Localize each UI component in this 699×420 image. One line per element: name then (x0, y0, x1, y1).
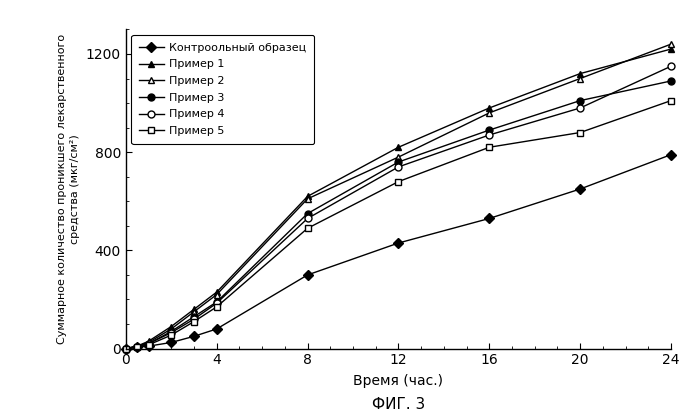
Пример 1 (133, 344, 141, 349)
Пример 5 (667, 98, 675, 103)
Пример 2 (576, 76, 584, 81)
Пример 4 (667, 64, 675, 69)
Пример 2 (122, 346, 130, 351)
Пример 4 (167, 330, 175, 335)
Пример 3 (667, 79, 675, 84)
Пример 5 (485, 145, 493, 150)
Контроольный образец (576, 186, 584, 192)
Line: Контроольный образец: Контроольный образец (122, 151, 675, 352)
Пример 5 (303, 226, 312, 231)
Пример 1 (303, 194, 312, 199)
Text: ФИГ. 3: ФИГ. 3 (372, 396, 425, 412)
Пример 4 (394, 164, 403, 169)
Пример 2 (485, 110, 493, 116)
Контроольный образец (167, 340, 175, 345)
Пример 5 (576, 130, 584, 135)
Line: Пример 2: Пример 2 (122, 41, 675, 352)
Y-axis label: Суммарное количество проникшего лекарственного
средства (мкг/см²): Суммарное количество проникшего лекарств… (57, 34, 80, 344)
Пример 3 (576, 98, 584, 103)
Контроольный образец (122, 346, 130, 351)
Пример 4 (485, 132, 493, 137)
Пример 3 (189, 314, 199, 319)
Line: Пример 5: Пример 5 (122, 97, 675, 352)
Пример 3 (485, 128, 493, 133)
Line: Пример 4: Пример 4 (122, 63, 675, 352)
Legend: Контроольный образец, Пример 1, Пример 2, Пример 3, Пример 4, Пример 5: Контроольный образец, Пример 1, Пример 2… (131, 35, 314, 144)
Пример 3 (212, 299, 221, 304)
Line: Пример 1: Пример 1 (122, 46, 675, 352)
Пример 2 (667, 42, 675, 47)
Пример 4 (133, 344, 141, 349)
Пример 3 (303, 211, 312, 216)
Пример 1 (576, 71, 584, 76)
Пример 1 (485, 105, 493, 110)
Пример 2 (394, 155, 403, 160)
Пример 4 (212, 301, 221, 306)
Пример 1 (667, 47, 675, 52)
Пример 3 (122, 346, 130, 351)
Line: Пример 3: Пример 3 (122, 78, 675, 352)
Пример 5 (189, 319, 199, 324)
Контроольный образец (303, 273, 312, 278)
Пример 5 (394, 179, 403, 184)
Пример 5 (212, 304, 221, 310)
Пример 4 (144, 341, 152, 346)
Пример 2 (303, 196, 312, 201)
Контроольный образец (667, 152, 675, 157)
Пример 1 (189, 307, 199, 312)
Пример 1 (122, 346, 130, 351)
Пример 2 (133, 344, 141, 349)
Пример 1 (394, 145, 403, 150)
Пример 3 (394, 160, 403, 165)
Пример 1 (144, 339, 152, 344)
Пример 5 (144, 342, 152, 347)
Пример 5 (122, 346, 130, 351)
Контроольный образец (133, 345, 141, 350)
Пример 4 (576, 105, 584, 110)
Пример 1 (212, 290, 221, 295)
Контроольный образец (394, 241, 403, 246)
Контроольный образец (485, 216, 493, 221)
Пример 3 (133, 344, 141, 349)
Контроольный образец (144, 344, 152, 349)
Пример 3 (167, 329, 175, 334)
Контроольный образец (189, 334, 199, 339)
Пример 2 (212, 292, 221, 297)
Пример 4 (122, 346, 130, 351)
X-axis label: Время (час.): Время (час.) (354, 374, 443, 389)
Пример 2 (189, 309, 199, 314)
Пример 3 (144, 341, 152, 346)
Пример 5 (133, 345, 141, 350)
Пример 5 (167, 333, 175, 338)
Пример 4 (189, 317, 199, 322)
Пример 2 (167, 326, 175, 331)
Контроольный образец (212, 326, 221, 331)
Пример 2 (144, 340, 152, 345)
Пример 1 (167, 324, 175, 329)
Пример 4 (303, 216, 312, 221)
